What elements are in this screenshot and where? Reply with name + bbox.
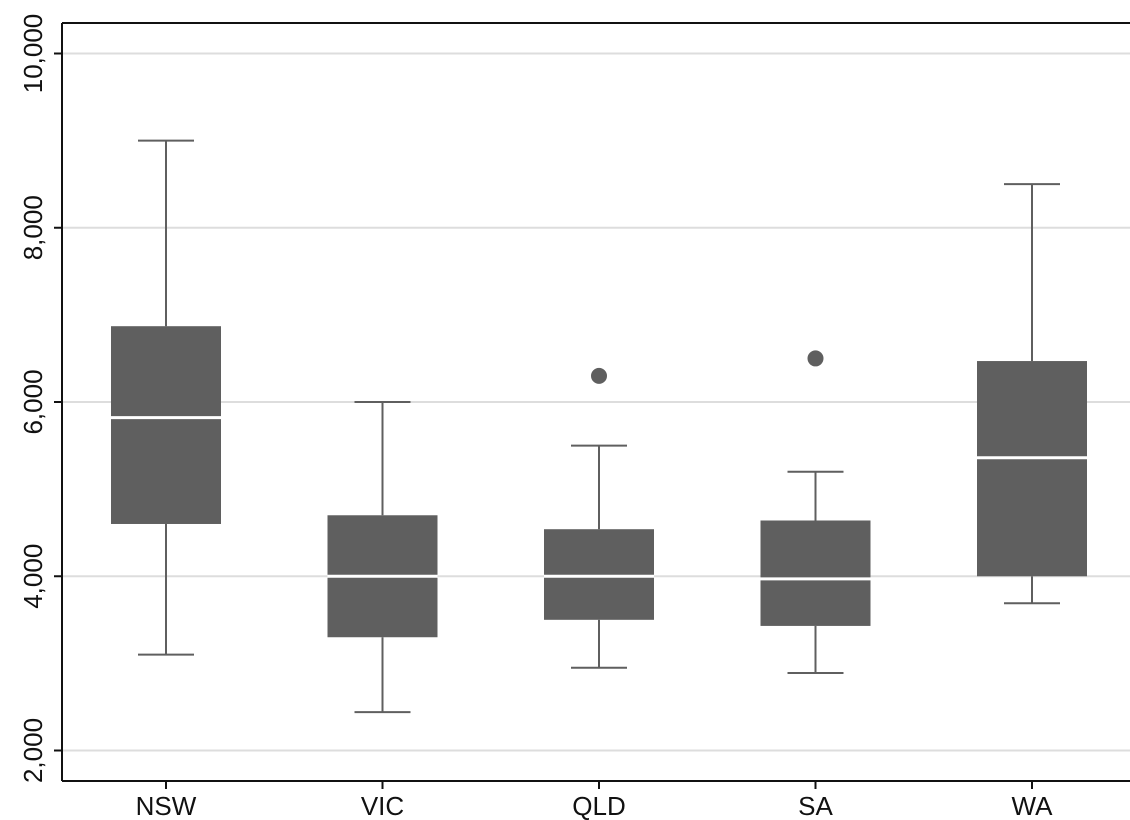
outlier-point bbox=[807, 350, 824, 367]
y-tick-label: 10,000 bbox=[18, 14, 48, 94]
x-tick-label: SA bbox=[798, 791, 833, 820]
box-iqr bbox=[111, 326, 221, 524]
box-iqr bbox=[977, 361, 1087, 577]
x-axis-ticks: NSW VIC QLD SA WA bbox=[136, 781, 1053, 820]
x-tick-label: NSW bbox=[136, 791, 197, 820]
x-tick-label: QLD bbox=[572, 791, 625, 820]
x-tick-label: WA bbox=[1012, 791, 1054, 820]
box-iqr bbox=[760, 520, 871, 626]
y-tick-label: 6,000 bbox=[18, 369, 48, 434]
medians bbox=[111, 416, 1087, 581]
y-axis-ticks: 2,000 4,000 6,000 8,000 10,000 bbox=[18, 14, 62, 783]
x-tick-label: VIC bbox=[361, 791, 404, 820]
box-iqr bbox=[544, 529, 654, 620]
y-tick-label: 4,000 bbox=[18, 544, 48, 609]
outliers bbox=[591, 350, 824, 384]
whiskers bbox=[138, 139, 1060, 714]
y-tick-label: 2,000 bbox=[18, 718, 48, 783]
outlier-point bbox=[591, 367, 607, 384]
y-tick-label: 8,000 bbox=[18, 195, 48, 260]
